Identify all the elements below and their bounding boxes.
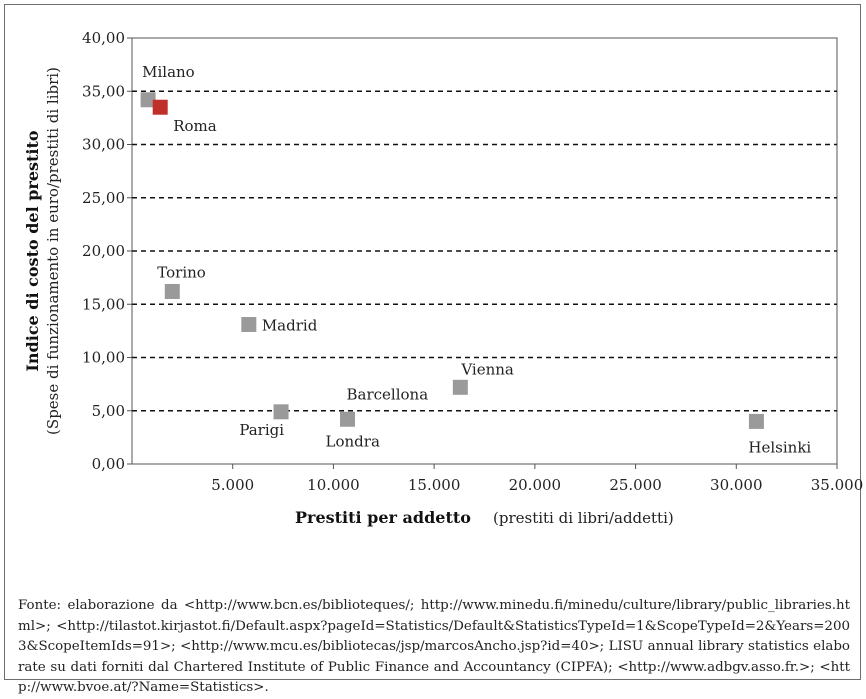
scatter-chart: 0,00 5,00 10,00 15,00 20,00 25,00 30,00 35,00 40…	[23, 29, 863, 527]
figure-frame	[4, 4, 861, 680]
label-madrid: Madrid	[262, 316, 318, 334]
point-barcellona	[340, 411, 356, 427]
y-tick-label: 5,00	[92, 402, 125, 420]
point-helsinki	[748, 413, 764, 429]
x-tick-label: 30.000	[710, 476, 763, 494]
x-tick-label: 15.000	[408, 476, 461, 494]
y-tick-label: 20,00	[82, 242, 125, 260]
x-tick-label: 35.000	[811, 476, 864, 494]
label-torino: Torino	[157, 263, 206, 281]
gridlines	[132, 90, 837, 412]
x-axis-title: Prestiti per addetto	[295, 508, 471, 527]
y-tick-label: 10,00	[82, 349, 125, 367]
y-tick-label: 40,00	[82, 29, 125, 47]
x-axis-subtitle: (prestiti di libri/addetti)	[493, 509, 674, 527]
x-tick-label: 5.000	[211, 476, 254, 494]
point-labels: Milano Roma Torino Madrid Parigi Barcellona Lo…	[142, 63, 811, 457]
y-tick-label: 30,00	[82, 136, 125, 154]
label-roma: Roma	[173, 117, 217, 135]
label-parigi: Parigi	[239, 421, 284, 439]
x-axis-ticks: 5.000 10.000 15.000 20.000 25.000 30.000 35.00…	[211, 464, 863, 494]
label-helsinki: Helsinki	[748, 438, 811, 456]
label-barcellona: Barcellona	[347, 385, 429, 403]
x-tick-label: 20.000	[509, 476, 562, 494]
point-parigi	[273, 404, 289, 420]
y-tick-label: 35,00	[82, 82, 125, 100]
label-londra: Londra	[326, 432, 380, 450]
point-vienna	[452, 379, 468, 395]
x-tick-label: 25.000	[609, 476, 662, 494]
point-milano	[140, 92, 156, 108]
label-milano: Milano	[142, 63, 195, 81]
y-axis-title: Indice di costo del prestito	[23, 130, 42, 371]
data-points	[140, 92, 764, 429]
y-axis-subtitle: (Spese di funzionamento in euro/prestiti…	[44, 67, 62, 435]
source-note: Fonte: elaborazione da <http://www.bcn.e…	[18, 598, 850, 695]
point-madrid	[241, 316, 257, 332]
x-tick-label: 10.000	[307, 476, 360, 494]
y-axis-ticks: 0,00 5,00 10,00 15,00 20,00 25,00 30,00 35,00 40…	[82, 29, 132, 473]
y-tick-label: 0,00	[92, 455, 125, 473]
y-tick-label: 15,00	[82, 295, 125, 313]
point-roma	[152, 99, 168, 115]
label-vienna: Vienna	[460, 360, 514, 378]
point-torino	[164, 283, 180, 299]
y-tick-label: 25,00	[82, 189, 125, 207]
